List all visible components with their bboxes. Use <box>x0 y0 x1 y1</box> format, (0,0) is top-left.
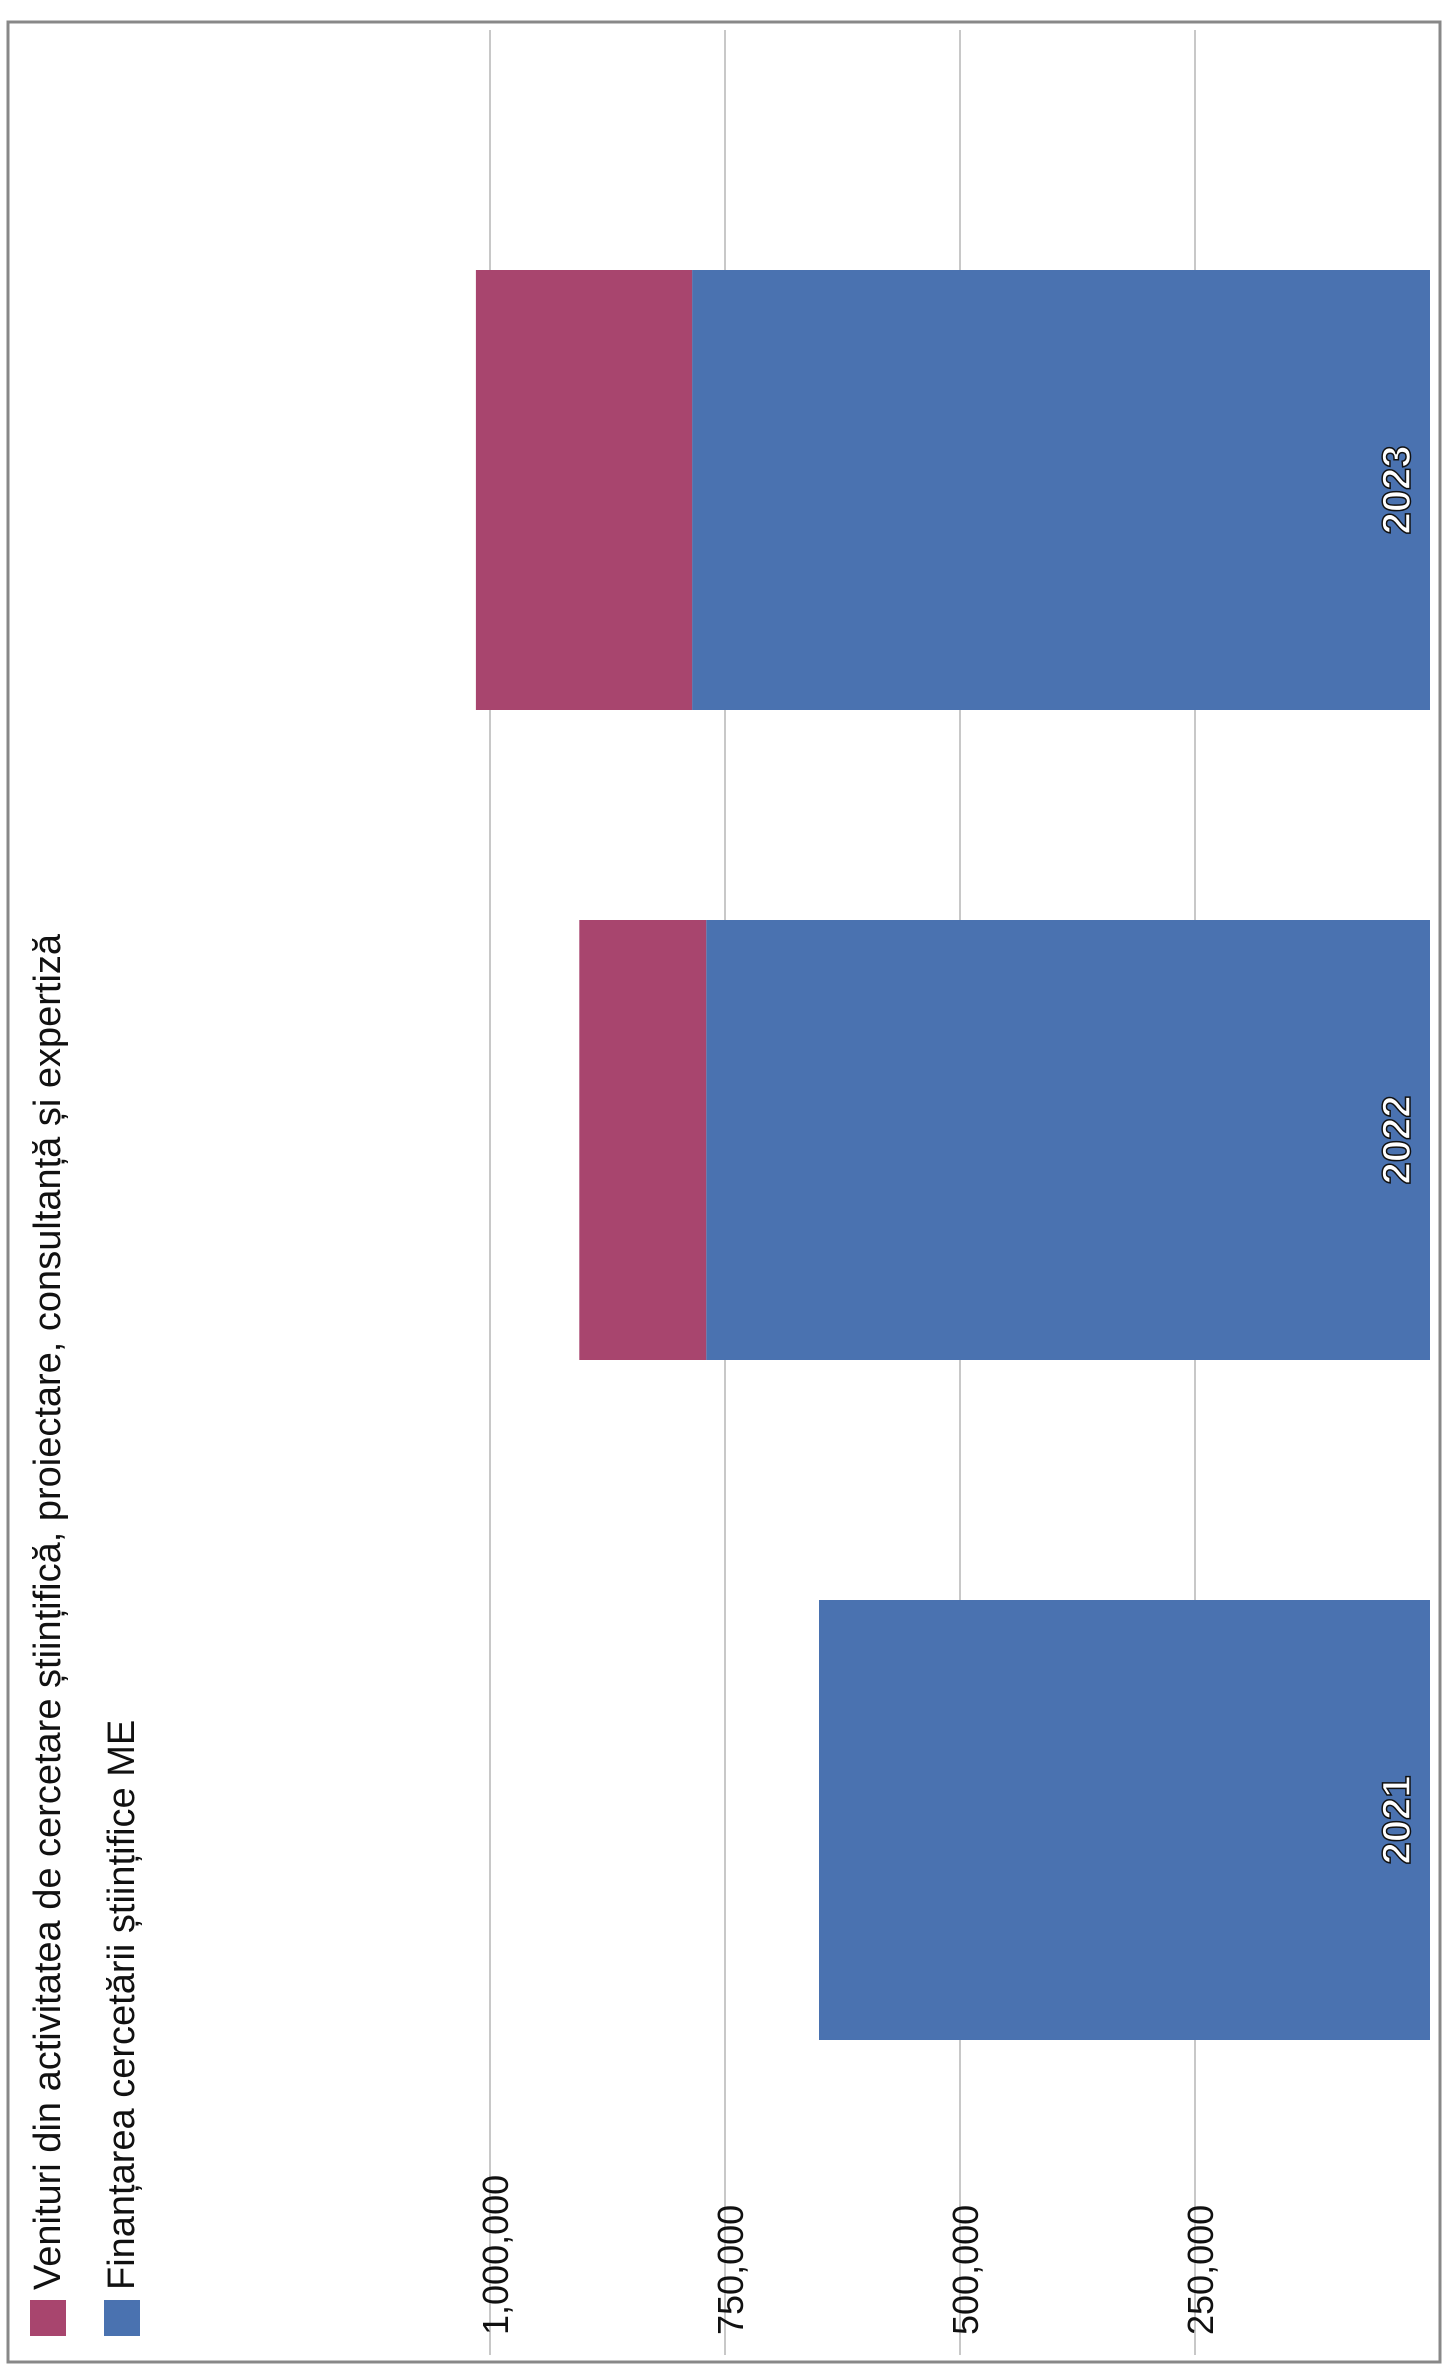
legend-label-venituri: Venituri din activitatea de cercetare șt… <box>27 933 69 2290</box>
x-tick-label: 750,000 <box>710 2205 751 2335</box>
legend-swatch-finantare <box>104 2300 140 2336</box>
bar-2023-series-1 <box>475 270 693 710</box>
category-label-2023: 2023 <box>1375 446 1419 535</box>
bar-2022-series-1 <box>579 920 707 1360</box>
category-label-2021: 2021 <box>1375 1776 1419 1865</box>
legend: Venituri din activitatea de cercetare șt… <box>27 933 143 2336</box>
x-tick-label: 1,000,000 <box>475 2175 516 2335</box>
category-label-2022: 2022 <box>1375 1096 1419 1185</box>
bar-2021-series-0 <box>819 1600 1430 2040</box>
legend-swatch-venituri <box>30 2300 66 2336</box>
bars: 2021 2022 2023 <box>475 270 1430 2040</box>
x-tick-label: 250,000 <box>1180 2205 1221 2335</box>
legend-label-finantare: Finanțarea cercetării științifice ME <box>101 1720 143 2290</box>
bar-2022-series-0 <box>706 920 1430 1360</box>
bar-2023-series-0 <box>692 270 1430 710</box>
x-tick-label: 500,000 <box>945 2205 986 2335</box>
tick-labels: 250,000 500,000 750,000 1,000,000 <box>475 2175 1221 2335</box>
